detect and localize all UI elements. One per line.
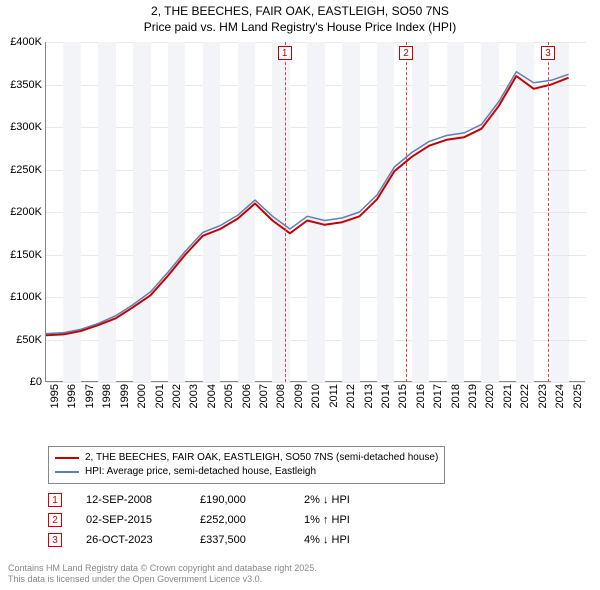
x-axis-label: 2021	[502, 384, 514, 408]
x-axis-label: 2010	[310, 384, 322, 408]
y-axis-label: £100K	[10, 291, 42, 303]
x-axis-label: 2008	[275, 384, 287, 408]
x-axis-label: 1996	[66, 384, 78, 408]
chart-title: 2, THE BEECHES, FAIR OAK, EASTLEIGH, SO5…	[0, 0, 600, 35]
sale-delta: 1% ↑ HPI	[304, 514, 394, 526]
x-axis-label: 2005	[223, 384, 235, 408]
sale-date: 02-SEP-2015	[86, 514, 176, 526]
x-axis-label: 2000	[136, 384, 148, 408]
x-axis-label: 1998	[101, 384, 113, 408]
event-line	[406, 42, 407, 382]
y-axis-label: £400K	[10, 36, 42, 48]
gridline-h	[46, 382, 586, 383]
event-marker: 2	[399, 46, 413, 60]
x-axis-label: 2001	[154, 384, 166, 408]
chart-container: 2, THE BEECHES, FAIR OAK, EASTLEIGH, SO5…	[0, 0, 600, 590]
x-axis-label: 1999	[119, 384, 131, 408]
sale-row: 2 02-SEP-2015 £252,000 1% ↑ HPI	[48, 510, 394, 530]
sale-price: £337,500	[200, 534, 280, 546]
y-axis-label: £0	[30, 376, 42, 388]
x-axis-label: 2007	[258, 384, 270, 408]
title-line-2: Price paid vs. HM Land Registry's House …	[0, 20, 600, 36]
x-axis-label: 2019	[467, 384, 479, 408]
x-axis-label: 1997	[84, 384, 96, 408]
footer: Contains HM Land Registry data © Crown c…	[8, 563, 317, 586]
event-marker: 1	[278, 46, 292, 60]
legend-swatch-property	[55, 457, 79, 459]
sale-date: 26-OCT-2023	[86, 534, 176, 546]
y-axis-label: £200K	[10, 206, 42, 218]
legend: 2, THE BEECHES, FAIR OAK, EASTLEIGH, SO5…	[48, 446, 445, 484]
x-axis-label: 2006	[241, 384, 253, 408]
x-axis-label: 2020	[484, 384, 496, 408]
line-svg	[46, 42, 586, 382]
sale-date: 12-SEP-2008	[86, 494, 176, 506]
x-axis-label: 2011	[328, 384, 340, 408]
sale-delta: 2% ↓ HPI	[304, 494, 394, 506]
x-axis-label: 2016	[415, 384, 427, 408]
x-axis-label: 2009	[293, 384, 305, 408]
sale-row: 1 12-SEP-2008 £190,000 2% ↓ HPI	[48, 490, 394, 510]
legend-swatch-hpi	[55, 471, 79, 473]
sale-marker: 2	[48, 513, 62, 527]
sale-price: £190,000	[200, 494, 280, 506]
x-axis-label: 2003	[188, 384, 200, 408]
sale-delta: 4% ↓ HPI	[304, 534, 394, 546]
event-line	[548, 42, 549, 382]
y-axis-label: £350K	[10, 79, 42, 91]
legend-label-hpi: HPI: Average price, semi-detached house,…	[85, 465, 316, 479]
sale-row: 3 26-OCT-2023 £337,500 4% ↓ HPI	[48, 530, 394, 550]
sale-table: 1 12-SEP-2008 £190,000 2% ↓ HPI 2 02-SEP-2015…	[48, 490, 394, 550]
y-axis-label: £250K	[10, 164, 42, 176]
event-line	[285, 42, 286, 382]
x-axis-label: 2002	[171, 384, 183, 408]
x-axis-label: 1995	[49, 384, 61, 408]
sale-marker: 3	[48, 533, 62, 547]
x-axis-label: 2025	[572, 384, 584, 408]
sale-marker: 1	[48, 493, 62, 507]
event-marker: 3	[541, 46, 555, 60]
series-line-property	[46, 76, 569, 335]
chart-area: 123 £0£50K£100K£150K£200K£250K£300K£350K…	[45, 42, 585, 412]
y-axis-label: £50K	[16, 334, 42, 346]
footer-line-1: Contains HM Land Registry data © Crown c…	[8, 563, 317, 575]
footer-line-2: This data is licensed under the Open Gov…	[8, 574, 317, 586]
x-axis-label: 2022	[519, 384, 531, 408]
series-line-hpi	[46, 72, 569, 334]
title-line-1: 2, THE BEECHES, FAIR OAK, EASTLEIGH, SO5…	[0, 4, 600, 20]
y-axis-label: £300K	[10, 121, 42, 133]
plot-region: 1 2 3	[45, 42, 585, 382]
x-axis-label: 2012	[345, 384, 357, 408]
x-axis-label: 2014	[380, 384, 392, 408]
legend-row-hpi: HPI: Average price, semi-detached house,…	[55, 465, 438, 479]
sale-price: £252,000	[200, 514, 280, 526]
x-axis-label: 2023	[537, 384, 549, 408]
x-axis-label: 2013	[363, 384, 375, 408]
x-axis-label: 2017	[432, 384, 444, 408]
legend-row-property: 2, THE BEECHES, FAIR OAK, EASTLEIGH, SO5…	[55, 451, 438, 465]
y-axis-label: £150K	[10, 249, 42, 261]
x-axis-label: 2024	[554, 384, 566, 408]
x-axis-label: 2015	[397, 384, 409, 408]
x-axis-label: 2004	[206, 384, 218, 408]
legend-label-property: 2, THE BEECHES, FAIR OAK, EASTLEIGH, SO5…	[85, 451, 438, 465]
x-axis-label: 2018	[450, 384, 462, 408]
